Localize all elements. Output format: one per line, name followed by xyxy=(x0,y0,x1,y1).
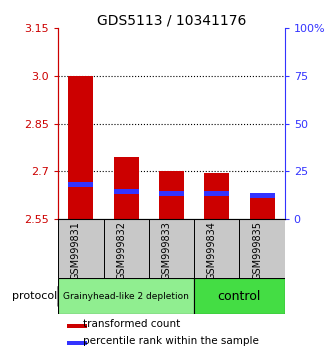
FancyArrow shape xyxy=(58,286,61,306)
Bar xyxy=(58,278,194,314)
Bar xyxy=(69,76,93,219)
Bar xyxy=(149,219,194,278)
Bar xyxy=(159,171,184,219)
Bar xyxy=(204,191,229,196)
Bar xyxy=(239,219,285,278)
Text: protocol: protocol xyxy=(12,291,57,301)
Text: GSM999835: GSM999835 xyxy=(252,222,262,280)
Bar xyxy=(114,157,139,219)
Bar xyxy=(104,219,149,278)
Bar xyxy=(250,193,274,198)
Text: Grainyhead-like 2 depletion: Grainyhead-like 2 depletion xyxy=(63,292,189,301)
Title: GDS5113 / 10341176: GDS5113 / 10341176 xyxy=(97,13,246,27)
Bar xyxy=(250,198,274,219)
Text: control: control xyxy=(218,290,261,303)
Bar xyxy=(114,189,139,194)
Text: GSM999834: GSM999834 xyxy=(207,222,217,280)
Bar xyxy=(67,341,87,345)
Text: GSM999831: GSM999831 xyxy=(71,222,81,280)
Bar xyxy=(58,219,104,278)
Text: GSM999832: GSM999832 xyxy=(116,222,126,280)
Bar xyxy=(159,191,184,196)
Bar xyxy=(194,219,239,278)
Bar xyxy=(69,182,93,187)
Text: transformed count: transformed count xyxy=(83,319,180,329)
Text: percentile rank within the sample: percentile rank within the sample xyxy=(83,336,259,346)
Bar xyxy=(204,173,229,219)
Bar xyxy=(67,324,87,328)
Bar xyxy=(194,278,285,314)
Text: GSM999833: GSM999833 xyxy=(162,222,171,280)
